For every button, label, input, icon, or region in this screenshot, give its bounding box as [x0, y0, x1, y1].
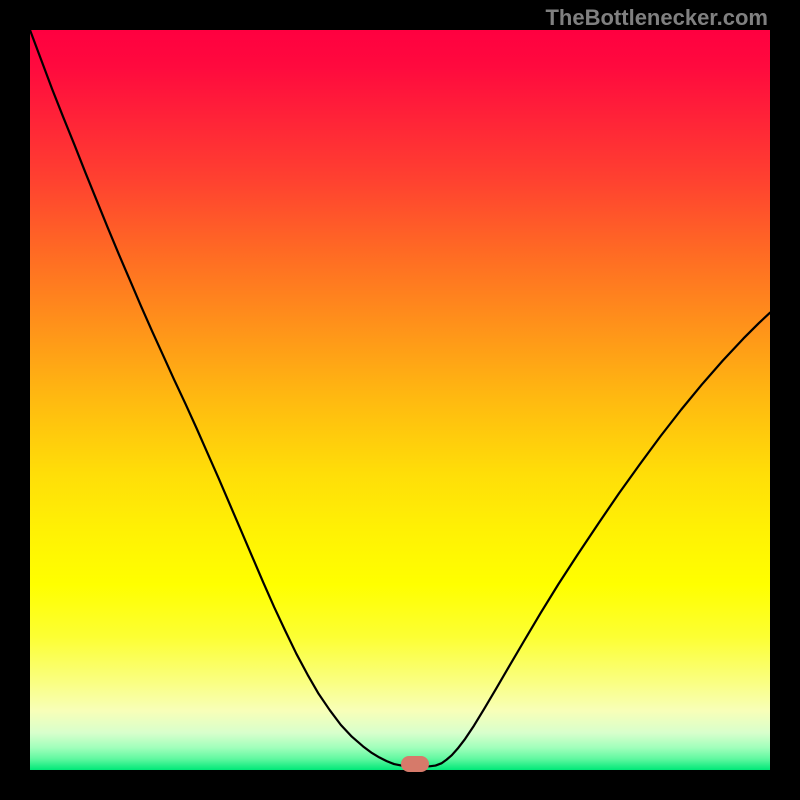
bottleneck-curve [0, 0, 800, 800]
curve-path [30, 30, 770, 766]
bottleneck-marker [401, 756, 429, 772]
watermark-text: TheBottlenecker.com [545, 5, 768, 31]
chart-container: TheBottlenecker.com [0, 0, 800, 800]
